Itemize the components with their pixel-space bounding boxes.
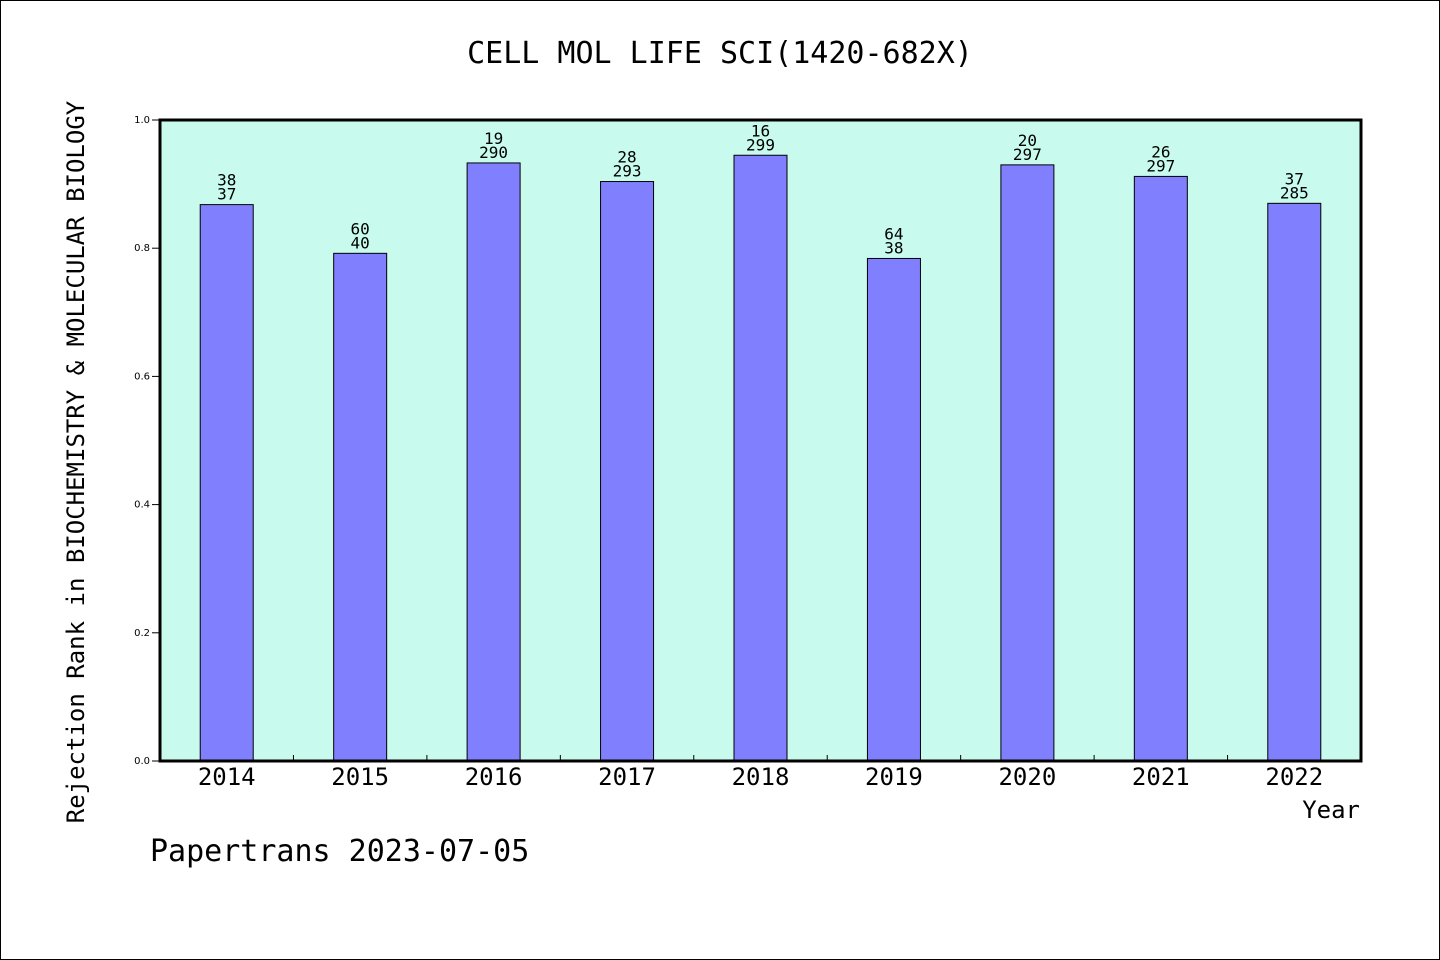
bar-label-top: 20 [1018,131,1037,150]
bar-2014 [199,204,254,762]
x-tick-label: 2021 [1132,763,1190,791]
bar-2019 [866,257,921,762]
x-tick-label: 2018 [732,763,790,791]
y-tick-label: 0.8 [134,243,150,254]
footer-watermark: Papertrans 2023-07-05 [150,834,530,869]
x-tick-label: 2022 [1265,763,1323,791]
bar-label-bottom: 297 [1146,156,1175,175]
bar-label-top: 37 [1285,169,1304,188]
bar-label-top: 16 [751,121,770,140]
bar-label-top: 60 [351,219,370,238]
y-tick-label: 0.4 [134,500,150,511]
bar-2016 [466,162,521,762]
x-axis-title: Year [1302,796,1360,824]
bar-label-top: 28 [617,148,636,167]
x-tick-label: 2020 [998,763,1056,791]
bar-label-top: 64 [884,224,903,243]
bar-label-top: 38 [217,171,236,190]
bar-label-bottom: 290 [479,143,508,162]
y-tick-label: 0.0 [134,756,150,767]
bar-label-bottom: 285 [1280,183,1309,202]
bar-label-bottom: 37 [217,185,236,204]
bar-label-bottom: 299 [746,135,775,154]
bar-2020 [1000,164,1055,762]
bar-label-bottom: 297 [1013,145,1042,164]
y-tick-label: 0.2 [134,628,150,639]
x-tick-label: 2017 [598,763,656,791]
y-tick-label: 0.6 [134,371,150,382]
bar-2018 [733,154,788,762]
x-tick-label: 2014 [198,763,256,791]
x-tick-label: 2015 [331,763,389,791]
plot-border [158,118,1363,763]
y-tick-label: 1.0 [134,115,150,126]
x-tick-label: 2019 [865,763,923,791]
bar-label-top: 19 [484,129,503,148]
bar-2015 [333,252,388,762]
bar-label-bottom: 293 [613,162,642,181]
bar-label-top: 26 [1151,142,1170,161]
bar-2017 [600,181,655,762]
x-tick-label: 2016 [465,763,523,791]
bar-label-bottom: 40 [351,233,370,252]
bar-label-bottom: 38 [884,238,903,257]
bar-2022 [1267,202,1322,762]
chart-title: CELL MOL LIFE SCI(1420-682X) [467,36,973,71]
bar-2021 [1133,175,1188,762]
